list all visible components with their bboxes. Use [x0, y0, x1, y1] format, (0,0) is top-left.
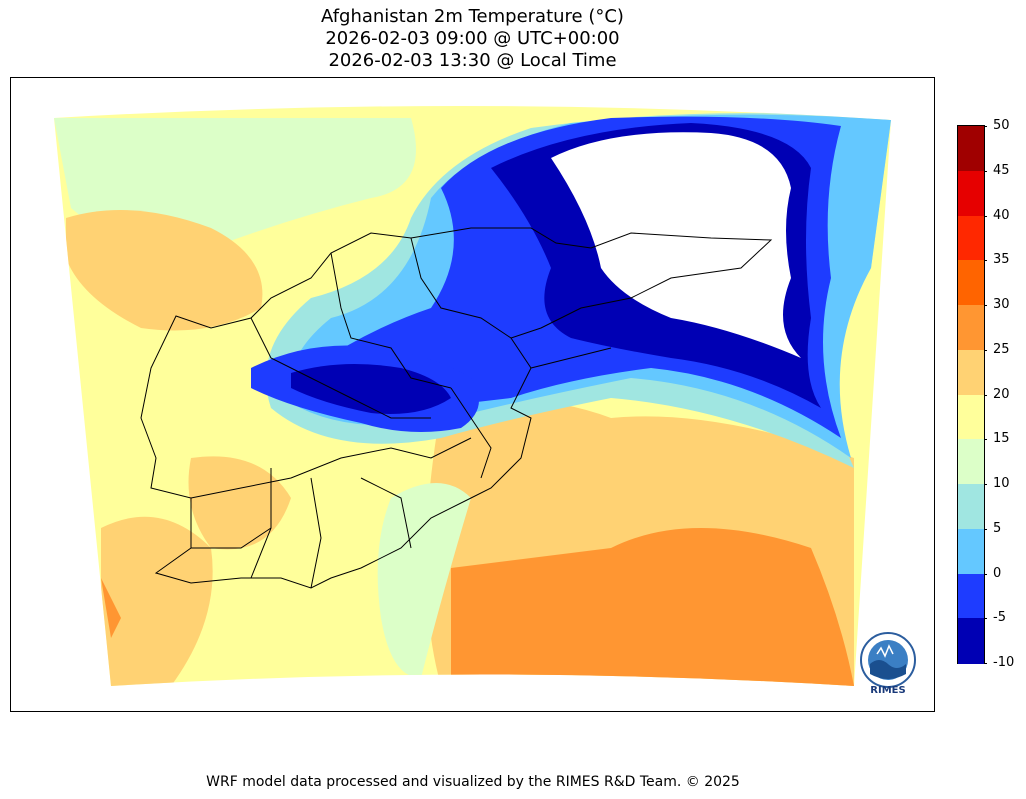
- colorbar-segment: [958, 573, 984, 619]
- colorbar-segment: [958, 618, 984, 664]
- colorbar-tick-label: 10: [984, 477, 1010, 491]
- colorbar-segment: [958, 528, 984, 574]
- field-southwest-hot: [101, 578, 121, 638]
- colorbar-tick-label: 20: [984, 387, 1010, 402]
- colorbar-segment: [958, 170, 984, 216]
- temperature-field: [54, 105, 891, 686]
- colorbar-tick-label: 30: [984, 298, 1010, 312]
- province-line-6: [310, 477, 322, 589]
- province-line-9: [450, 387, 492, 479]
- province-line-3: [330, 252, 452, 389]
- province-line-1: [190, 437, 472, 499]
- field-central-coldest: [291, 364, 451, 414]
- field-south-cool-tongue: [377, 483, 471, 678]
- footer-credit: WRF model data processed and visualized …: [206, 774, 740, 790]
- colorbar-segment: [958, 215, 984, 261]
- field-below-neg10: [551, 132, 801, 358]
- temperature-colorbar: [957, 125, 985, 664]
- colorbar-segment: [958, 305, 984, 351]
- colorbar-tick-label: 25: [984, 342, 1010, 357]
- field-south-warm: [188, 456, 291, 550]
- colorbar-tick-label: 35: [984, 253, 1010, 267]
- colorbar-segment: [958, 439, 984, 485]
- province-line-4: [410, 237, 512, 339]
- colorbar-segment: [958, 394, 984, 440]
- field-southwest-warm: [101, 516, 213, 686]
- colorbar-segment: [958, 349, 984, 395]
- colorbar-tick-label: 40: [984, 208, 1010, 223]
- colorbar-tick-label: 0: [983, 566, 1001, 581]
- province-line-8: [191, 527, 272, 549]
- colorbar-tick-label: 50: [984, 119, 1010, 133]
- colorbar-tick-label: 15: [984, 432, 1010, 446]
- province-boundaries: [140, 227, 773, 589]
- colorbar-tick-label: 5: [983, 521, 1001, 536]
- province-line-10: [530, 347, 612, 369]
- field-west-warm: [66, 210, 263, 331]
- afghanistan-border: [140, 227, 773, 589]
- rimes-emblem-icon: [860, 632, 916, 688]
- colorbar-segment: [958, 126, 984, 172]
- title-line-local-time: 2026-02-03 13:30 @ Local Time: [328, 50, 617, 71]
- rimes-logo-text: RIMES: [870, 685, 906, 696]
- colorbar-tick-label: -5: [984, 611, 1006, 625]
- temperature-map: [54, 105, 891, 686]
- rimes-logo: RIMES: [855, 630, 921, 700]
- colorbar-segment: [958, 260, 984, 306]
- colorbar-tick-label: 45: [984, 163, 1010, 178]
- map-panel: [10, 77, 935, 712]
- province-line-7: [360, 477, 412, 549]
- colorbar-segment: [958, 484, 984, 530]
- title-line-utc-time: 2026-02-03 09:00 @ UTC+00:00: [325, 28, 620, 49]
- field-southeast-hot: [451, 528, 854, 686]
- province-line-2: [250, 317, 431, 419]
- colorbar-tick-label: -10: [983, 656, 1014, 670]
- title-line-variable: Afghanistan 2m Temperature (°C): [321, 6, 624, 27]
- map-title: Afghanistan 2m Temperature (°C) 2026-02-…: [10, 6, 935, 72]
